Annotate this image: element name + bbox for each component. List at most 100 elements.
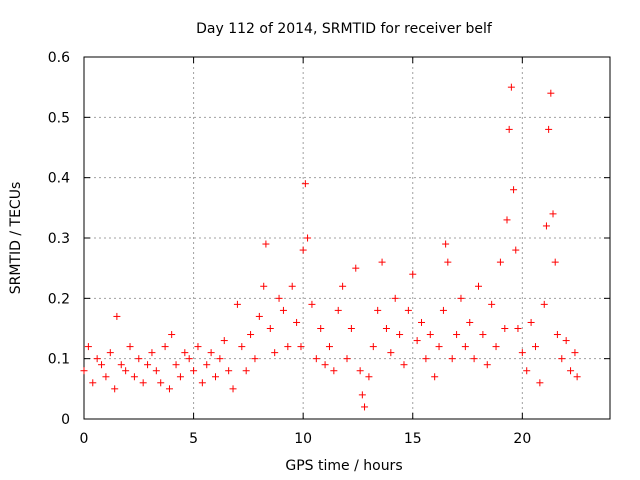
data-point [542, 222, 550, 230]
data-points [80, 83, 581, 411]
data-point [361, 403, 369, 411]
data-point [382, 325, 390, 332]
data-point [198, 379, 206, 387]
y-tick-label: 0.1 [48, 352, 70, 368]
data-point [422, 355, 430, 363]
data-point [523, 367, 531, 375]
x-tick-label: 20 [513, 431, 531, 447]
data-point [242, 367, 250, 375]
data-point [220, 337, 228, 345]
data-point [551, 258, 559, 266]
data-point [492, 343, 500, 351]
data-point [216, 355, 224, 363]
data-point [251, 355, 259, 363]
data-point [106, 349, 114, 357]
data-point [358, 391, 366, 399]
data-point [418, 318, 426, 326]
data-point [496, 258, 504, 266]
data-point [308, 300, 316, 308]
data-point [98, 361, 106, 369]
data-point [512, 246, 520, 254]
data-point [378, 258, 386, 266]
data-point [444, 258, 452, 266]
data-point [229, 385, 237, 393]
data-point [413, 337, 421, 345]
y-tick-label: 0.2 [48, 291, 70, 307]
data-point [293, 318, 301, 326]
data-point [540, 300, 548, 308]
data-point [299, 246, 307, 254]
data-point [260, 282, 268, 290]
data-point [157, 379, 165, 387]
grid [84, 57, 610, 419]
data-point [102, 373, 110, 381]
data-point [172, 361, 180, 369]
data-point [80, 367, 88, 375]
axis-ticks: 0 5 10 15 20 0 0.1 0.2 0.3 0.4 0.5 0.6 [48, 50, 610, 447]
data-point [301, 180, 309, 188]
data-point [117, 361, 125, 369]
data-point [470, 355, 478, 363]
data-point [271, 349, 279, 357]
data-point [391, 294, 399, 302]
data-point [536, 379, 544, 387]
data-point [165, 385, 173, 393]
y-axis-label: SRMTID / TECUs [8, 182, 24, 295]
data-point [330, 367, 338, 375]
data-point [255, 312, 263, 320]
data-point [89, 379, 97, 387]
chart-title: Day 112 of 2014, SRMTID for receiver bel… [196, 21, 493, 37]
data-point [562, 337, 570, 345]
data-point [483, 361, 491, 369]
data-point [233, 300, 241, 308]
data-point [352, 264, 360, 272]
data-point [510, 186, 518, 194]
data-point [387, 349, 395, 357]
data-point [369, 343, 377, 351]
data-point [207, 349, 215, 357]
data-point [514, 325, 522, 332]
data-point [442, 240, 450, 248]
data-point [426, 331, 434, 339]
data-point [130, 373, 138, 381]
data-point [374, 306, 382, 314]
data-point [238, 343, 246, 351]
y-tick-label: 0.5 [48, 110, 70, 126]
data-point [396, 331, 404, 339]
x-tick-label: 15 [404, 431, 422, 447]
data-point [84, 343, 92, 351]
data-point [122, 367, 130, 375]
data-point [161, 343, 169, 351]
data-point [212, 373, 219, 381]
data-point [549, 210, 557, 218]
data-point [152, 367, 160, 375]
x-tick-label: 5 [189, 431, 198, 447]
data-point [567, 367, 575, 375]
data-point [148, 349, 156, 357]
data-point [284, 343, 292, 351]
data-point [573, 373, 581, 381]
data-point [317, 325, 325, 332]
data-point [297, 343, 305, 351]
data-point [185, 355, 193, 363]
data-point [365, 373, 373, 381]
data-point [571, 349, 579, 357]
data-point [139, 379, 147, 387]
y-tick-label: 0.6 [48, 50, 70, 66]
y-tick-label: 0.3 [48, 231, 70, 247]
data-point [531, 343, 539, 351]
data-point [304, 234, 312, 242]
data-point [93, 355, 101, 363]
y-tick-label: 0 [61, 412, 70, 428]
data-point [266, 325, 274, 332]
data-point [203, 361, 211, 369]
data-point [553, 331, 561, 339]
data-point [518, 349, 526, 357]
data-point [527, 318, 535, 326]
data-point [466, 318, 474, 326]
data-point [343, 355, 351, 363]
data-point [439, 306, 447, 314]
data-point [479, 331, 487, 339]
data-point [457, 294, 465, 302]
